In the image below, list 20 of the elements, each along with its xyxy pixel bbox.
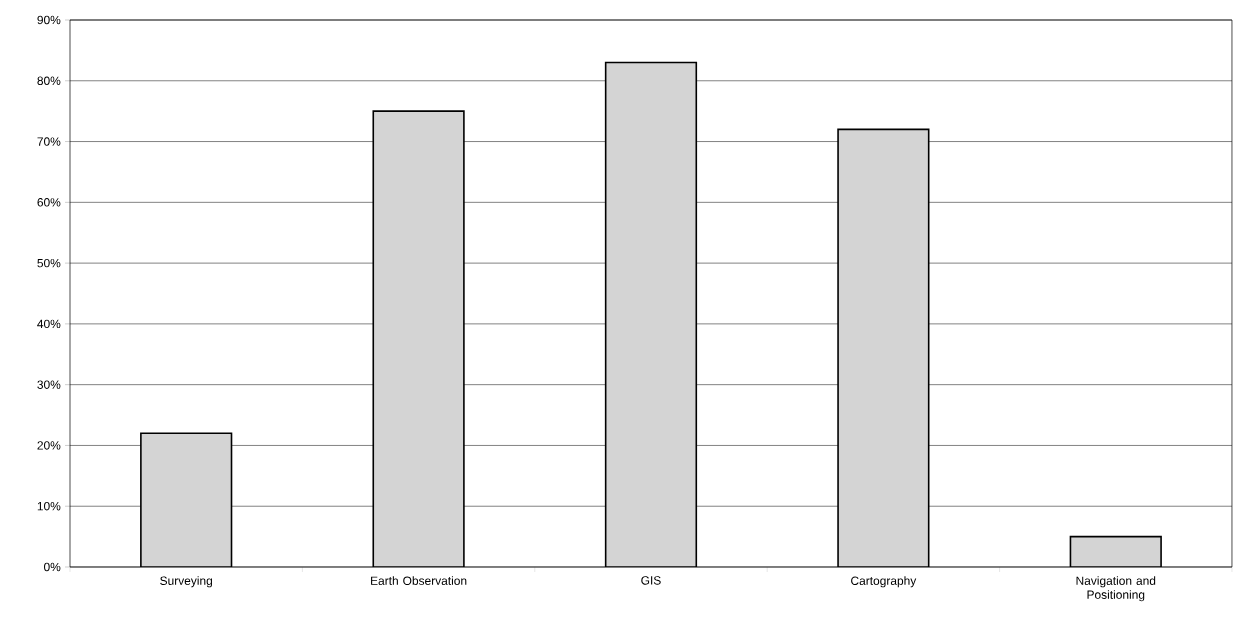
- y-tick-label: 80%: [37, 76, 61, 86]
- y-tick-label: 0%: [44, 562, 61, 572]
- y-tick-label: 60%: [37, 198, 61, 207]
- x-tick-label: Earth Observation: [371, 576, 467, 585]
- y-tick-label: 20%: [37, 441, 61, 450]
- y-tick-label: 10%: [37, 502, 61, 511]
- y-tick-label: 30%: [37, 380, 61, 389]
- bar: [837, 128, 930, 567]
- y-tick-label: 40%: [37, 319, 61, 329]
- y-tick-label: 50%: [37, 258, 61, 268]
- x-tick-label: Cartography: [851, 576, 917, 588]
- x-tick-label: Surveying: [160, 576, 212, 588]
- x-tick-label: GIS: [641, 576, 661, 585]
- y-tick-label: 70%: [37, 137, 61, 146]
- bar: [372, 110, 465, 567]
- y-tick-label: 90%: [37, 15, 61, 25]
- bar: [1069, 535, 1162, 567]
- bar: [604, 61, 698, 567]
- bar: [140, 432, 233, 567]
- x-tick-label: Navigation and Positioning: [1076, 576, 1156, 602]
